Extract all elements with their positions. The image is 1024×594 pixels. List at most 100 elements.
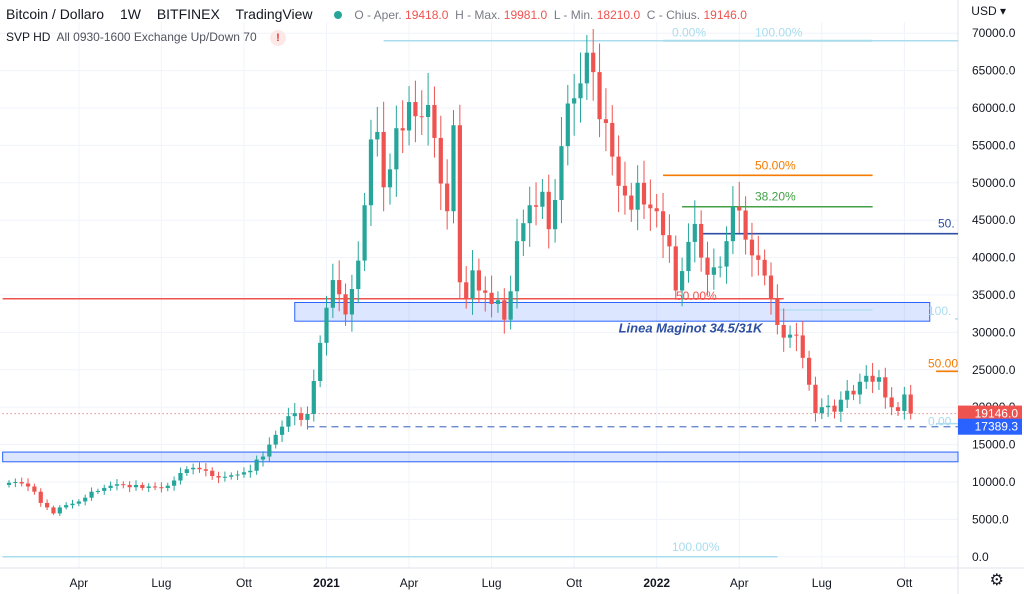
last-price-badge: 19146.0 — [958, 405, 1022, 422]
fib-50-right-label: 50.00 — [928, 356, 958, 370]
candles-layer — [6, 28, 913, 516]
x-tick-label: 2022 — [643, 576, 670, 590]
candle-body — [876, 377, 882, 382]
ohlc-low-value: 18210.0 — [596, 8, 641, 22]
interval-label[interactable]: 1W — [119, 6, 141, 22]
fib-0-right-label: 0.00 — [928, 415, 952, 429]
indicator-legend[interactable]: SVP HD All 0930-1600 Exchange Up/Down 70… — [6, 30, 286, 46]
symbol-name[interactable]: Bitcoin / Dollaro — [6, 6, 105, 22]
x-tick-label: Ott — [236, 576, 253, 590]
candle-body — [870, 375, 875, 382]
candle-body — [514, 241, 520, 292]
candle-body — [273, 434, 278, 445]
ohlc-close-value: 19146.0 — [703, 8, 747, 22]
candle-body — [737, 206, 742, 211]
candle-body — [432, 105, 437, 138]
candle-body — [260, 456, 266, 460]
candle-body — [83, 497, 88, 502]
candle-body — [749, 239, 755, 256]
candle-body — [286, 416, 291, 427]
y-tick-label: 70000.0 — [972, 26, 1016, 40]
candle-body — [406, 102, 412, 131]
zone-maginot — [294, 301, 931, 322]
candle-body — [267, 444, 272, 457]
ohlc-values: O - Aper. 19418.0 H - Max. 19981.0 L - M… — [354, 8, 747, 22]
candle-body — [794, 334, 799, 336]
currency-selector[interactable]: USD ▾ — [971, 4, 1006, 18]
candle-body — [45, 502, 50, 508]
candle-body — [292, 413, 297, 417]
candle-body — [178, 473, 183, 481]
candle-body — [70, 503, 75, 506]
candle-body — [241, 472, 247, 475]
candle-body — [184, 469, 189, 474]
gear-icon[interactable]: ⚙ — [989, 572, 1004, 589]
candle-body — [349, 289, 354, 315]
x-tick-label: Apr — [70, 576, 89, 590]
candle-body — [152, 486, 158, 488]
price-axis[interactable]: 0.05000.010000.015000.020000.025000.0300… — [958, 26, 1022, 564]
candle-body — [845, 390, 850, 400]
time-axis[interactable]: Apr Lug Ott 2021 Apr Lug Ott 2022 Apr Lug Ott — [70, 576, 914, 590]
candle-body — [381, 131, 386, 188]
candle-body — [197, 467, 202, 470]
candle-body — [857, 381, 862, 395]
ohlc-open-value: 19418.0 — [405, 8, 449, 22]
candle-body — [768, 275, 774, 300]
candle-body — [419, 116, 424, 118]
candle-body — [216, 476, 221, 478]
candle-body — [889, 397, 894, 408]
candle-body — [559, 146, 564, 201]
warning-icon[interactable]: ! — [269, 30, 286, 46]
candle-body — [603, 119, 608, 123]
candle-body — [489, 292, 494, 304]
candle-body — [38, 491, 43, 503]
candle-body — [362, 205, 367, 261]
candle-body — [775, 299, 780, 325]
candle-body — [324, 307, 329, 343]
y-tick-label: 65000.0 — [972, 64, 1016, 78]
candle-body — [756, 255, 761, 260]
fib-100-right-label: 100. — [928, 304, 951, 318]
candle-body — [305, 413, 310, 420]
price-badge-bg — [958, 405, 1022, 422]
fib-top-100-label: 100.00% — [755, 26, 803, 40]
y-tick-label: 35000.0 — [972, 288, 1016, 302]
candle-body — [508, 291, 513, 320]
candle-body — [64, 505, 69, 508]
candle-body — [127, 484, 132, 488]
indicator-name[interactable]: SVP HD — [6, 30, 51, 44]
candle-body — [102, 487, 107, 491]
candle-body — [648, 204, 653, 209]
candle-body — [13, 481, 18, 483]
candle-body — [629, 195, 634, 210]
candle-body — [32, 486, 37, 492]
candle-body — [394, 128, 399, 170]
candle-body — [908, 394, 913, 414]
chevron-down-icon: ▾ — [999, 4, 1006, 18]
fib-382-label: 38.20% — [755, 190, 796, 204]
x-tick-label: Lug — [482, 576, 502, 590]
platform-label: TradingView — [235, 6, 313, 22]
legend-header[interactable]: Bitcoin / Dollaro 1W BITFINEX TradingVie… — [6, 6, 747, 22]
candle-body — [641, 182, 647, 205]
x-tick-label: Apr — [730, 576, 749, 590]
candle-body — [337, 280, 342, 295]
candle-body — [826, 405, 831, 408]
price-badge-bg — [958, 418, 1022, 435]
candle-body — [76, 501, 81, 504]
candle-body — [610, 122, 615, 157]
candle-body — [591, 52, 596, 73]
x-tick-label: Ott — [566, 576, 583, 590]
candle-body — [248, 470, 253, 473]
candle-body — [108, 485, 113, 488]
candle-body — [730, 206, 735, 242]
candle-body — [400, 128, 405, 131]
candle-body — [57, 507, 62, 514]
y-tick-label: 55000.0 — [972, 138, 1016, 152]
candle-body — [883, 377, 888, 398]
candle-body — [210, 470, 215, 477]
candle-body — [667, 235, 672, 247]
